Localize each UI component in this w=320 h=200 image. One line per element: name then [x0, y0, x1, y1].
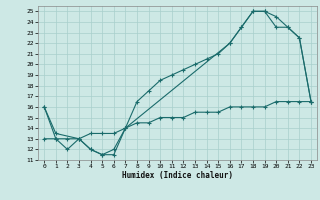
X-axis label: Humidex (Indice chaleur): Humidex (Indice chaleur)	[122, 171, 233, 180]
